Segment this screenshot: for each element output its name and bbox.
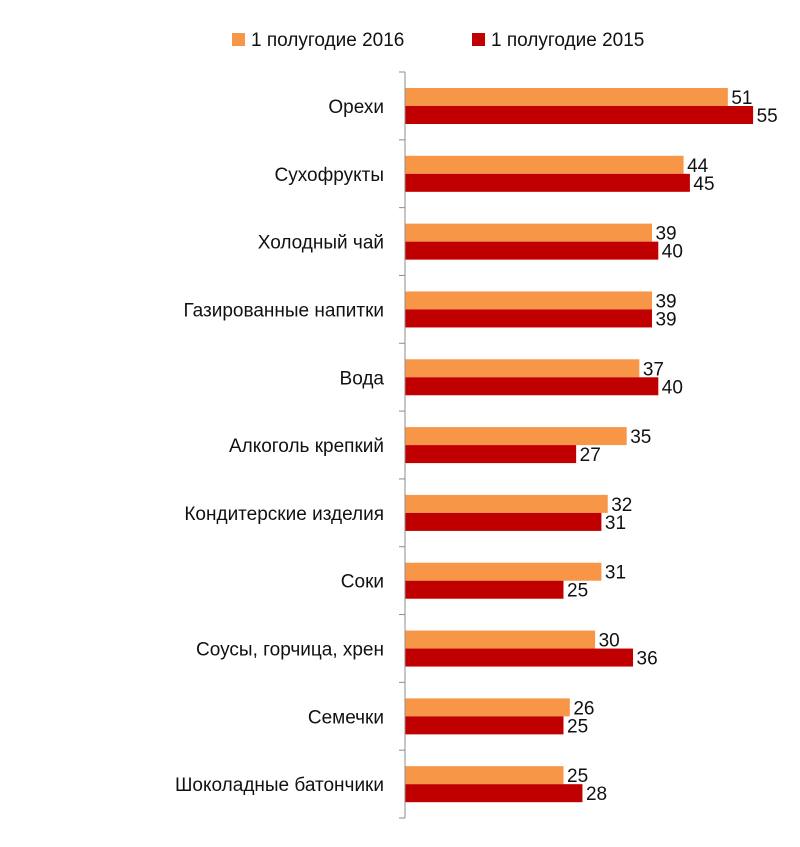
data-label: 25 (567, 766, 588, 787)
category-label: Кондитерские изделия (184, 504, 384, 525)
bar-2015 (405, 173, 690, 192)
category-axis (399, 71, 406, 819)
data-label: 31 (605, 563, 626, 584)
data-label: 40 (662, 377, 683, 398)
bar-2015 (405, 716, 564, 735)
bar-2015 (405, 784, 583, 803)
data-label: 25 (567, 716, 588, 737)
data-label: 55 (757, 106, 778, 127)
category-label: Орехи (328, 97, 384, 118)
data-label: 39 (655, 291, 676, 312)
category-label: Газированные напитки (183, 300, 384, 321)
legend-label-2015: 1 полугодие 2015 (491, 30, 644, 51)
data-label: 25 (567, 581, 588, 602)
category-label: Сухофрукты (275, 165, 384, 186)
category-label: Холодный чай (258, 233, 384, 254)
bar-2015 (405, 106, 754, 124)
legend-swatch-2016 (232, 33, 245, 46)
category-label: Соки (341, 572, 384, 593)
data-label: 26 (573, 698, 594, 719)
bar-2015 (405, 648, 634, 667)
bar-2015 (405, 512, 602, 531)
category-label: Соусы, горчица, хрен (196, 640, 384, 661)
bar-2016 (405, 494, 608, 513)
data-label: 32 (611, 495, 632, 516)
bar-2016 (405, 698, 570, 717)
data-label: 30 (599, 631, 620, 652)
legend: 1 полугодие 2016 1 полугодие 2015 (232, 30, 644, 51)
bar-2016 (405, 766, 564, 785)
bar-2016 (405, 359, 640, 378)
bar-2016 (405, 88, 728, 106)
bar-2015 (405, 580, 564, 599)
data-label: 27 (580, 445, 601, 466)
legend-label-2016: 1 полугодие 2016 (251, 30, 404, 51)
bar-2016 (405, 427, 627, 446)
category-label: Вода (340, 368, 385, 389)
data-label: 37 (643, 359, 664, 380)
category-label: Шоколадные батончики (175, 775, 384, 796)
bar-2015 (405, 309, 652, 328)
data-label: 45 (693, 174, 714, 195)
data-label: 31 (605, 513, 626, 534)
bar-2016 (405, 223, 652, 242)
data-label: 39 (655, 309, 676, 330)
bar-2016 (405, 155, 684, 174)
bar-2016 (405, 291, 652, 310)
bar-2015 (405, 445, 577, 464)
data-label: 44 (687, 156, 709, 177)
bar-2015 (405, 377, 659, 396)
legend-swatch-2015 (472, 33, 485, 46)
data-label: 39 (655, 224, 676, 245)
data-label: 28 (586, 784, 607, 805)
bars (405, 88, 754, 803)
bar-2016 (405, 562, 602, 581)
data-label: 35 (630, 427, 651, 448)
bar-2015 (405, 241, 659, 260)
data-label: 40 (662, 242, 683, 263)
data-label: 36 (637, 649, 658, 670)
bar-2016 (405, 630, 596, 649)
category-label: Семечки (308, 707, 384, 728)
data-label: 51 (731, 88, 752, 109)
category-label: Алкоголь крепкий (229, 436, 384, 457)
